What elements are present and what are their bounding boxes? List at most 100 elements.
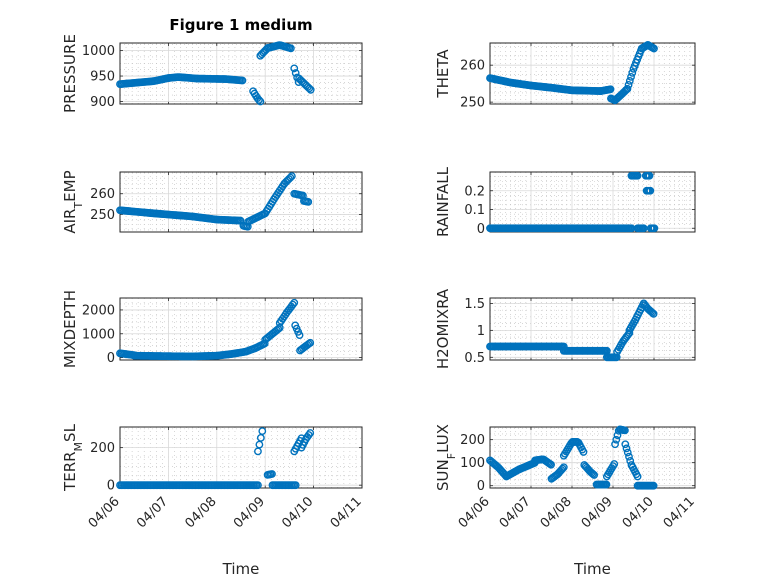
data-point [648,308,657,317]
data-point [625,76,634,85]
data-point [625,452,633,461]
y-axis-label: PRESSURE [61,34,79,113]
data-series [116,427,315,490]
data-point [622,444,631,453]
data-point [625,329,634,337]
y-tick-label: 250 [460,96,485,111]
data-point [627,72,635,81]
x-tick-label: 04/06 [86,494,123,531]
y-tick-label: 200 [90,441,115,456]
x-tick-label: 04/10 [620,494,657,531]
x-tick-label: 04/06 [456,494,493,531]
x-tick-label: 04/08 [538,494,575,531]
data-series [486,40,658,105]
data-point [623,448,632,457]
data-point [579,448,588,456]
data-point [624,330,633,339]
y-tick-label: 260 [90,187,115,202]
data-point [623,84,632,93]
data-point [286,173,295,182]
data-point [306,85,315,94]
data-point [612,435,621,444]
plot-area [119,42,363,105]
y-axis-label: RAINFALL [434,166,452,237]
data-point [624,80,633,89]
data-point [275,323,284,332]
y-axis-label: MIXDEPTH [61,290,79,368]
data-point [295,331,304,339]
y-tick-label: 1.5 [464,297,485,312]
data-point [646,186,655,195]
plot-area [489,42,696,105]
data-point [590,471,599,479]
data-point [304,431,313,439]
plot-area [489,426,696,489]
y-tick-label: 0 [477,222,485,237]
axes-frame [489,297,696,361]
y-tick-label: 1000 [82,44,115,59]
data-point [254,481,262,490]
x-axis-label: Time [573,560,611,578]
y-axis-label: H2OMIXRA [434,288,452,369]
y-tick-label: 900 [90,95,115,110]
x-axis-label: Time [222,560,260,578]
x-tick-label: 04/09 [579,494,616,531]
data-point [291,69,300,77]
x-tick-label: 04/09 [231,494,268,531]
y-tick-label: 2000 [82,303,115,318]
x-tick-label: 04/07 [497,494,534,531]
data-point [288,300,297,309]
data-point [255,96,263,104]
data-point [287,172,296,181]
data-point [610,460,619,468]
data-point [290,64,299,73]
data-point [620,426,629,435]
data-series [486,425,658,490]
data-point [589,470,597,478]
data-point [286,44,295,53]
data-series [116,298,315,361]
data-point [306,429,315,437]
data-point [649,309,658,318]
y-tick-label: 0 [107,351,115,366]
data-point [633,171,642,180]
data-point [650,224,659,233]
data-point [612,353,621,362]
x-tick-label: 04/08 [183,494,220,531]
chart-title: Figure 1 medium [169,16,312,34]
data-point [290,298,299,307]
data-point [238,76,247,85]
plot-area [119,426,363,489]
x-tick-label: 04/07 [134,494,171,531]
y-axis-label: THETA [434,49,452,99]
x-tick-label: 04/11 [328,494,365,531]
y-tick-label: 100 [460,456,485,471]
x-tick-label: 04/11 [661,494,698,531]
data-point [559,463,568,472]
data-series [116,172,313,231]
data-point [628,68,637,77]
data-series [116,41,315,106]
data-point [650,44,658,53]
y-tick-label: 1000 [82,327,115,342]
data-point [621,440,630,449]
data-point [291,481,300,490]
y-tick-label: 260 [460,59,485,74]
axes-frame [489,42,696,105]
data-point [256,97,265,106]
y-tick-label: 200 [460,433,485,448]
y-tick-label: 0 [477,479,485,494]
data-point [611,440,619,449]
data-point [260,339,269,348]
data-point [306,338,315,347]
data-point [602,480,611,489]
data-point [304,197,313,206]
axes-frame [119,42,363,105]
y-tick-label: 950 [90,70,115,85]
y-axis-label: TERRMSL [61,423,85,492]
data-point [626,456,635,465]
data-point [633,472,642,481]
data-point [268,470,276,478]
